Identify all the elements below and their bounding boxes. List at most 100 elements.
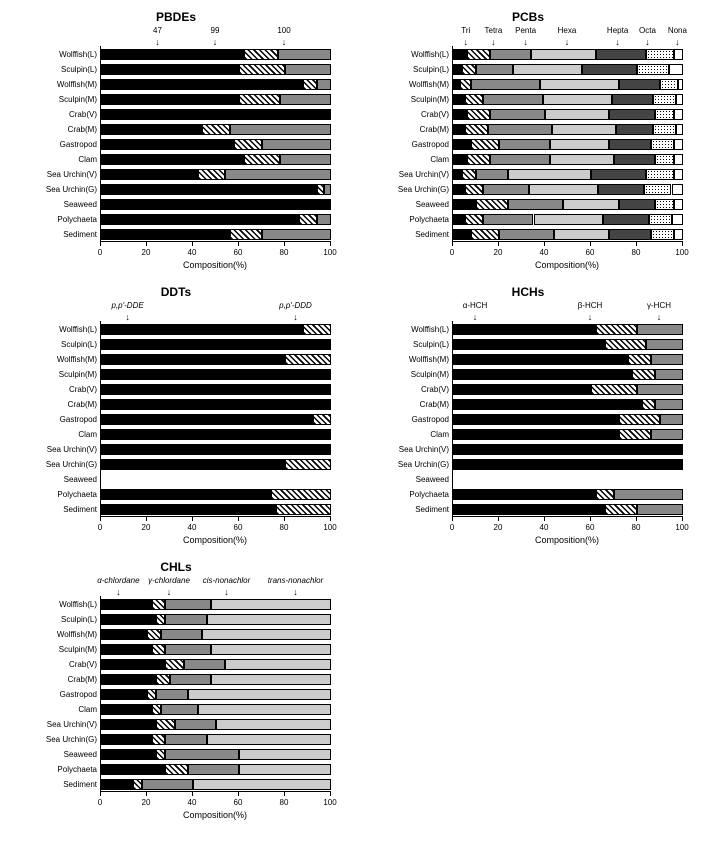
x-axis-label: Composition(%) (535, 260, 599, 270)
bar-segment (101, 399, 331, 410)
bar-segment (476, 64, 513, 75)
bar-segment (598, 184, 644, 195)
x-tick-label: 60 (234, 248, 243, 257)
bar-row: Sea Urchin(G) (101, 184, 331, 195)
y-category: Sea Urchin(V) (47, 170, 97, 179)
y-category: Seaweed (416, 475, 449, 484)
bar-segment (156, 674, 170, 685)
y-category: Gastropod (412, 140, 449, 149)
bar-row: Polychaeta (101, 764, 331, 775)
bar-segment (165, 749, 239, 760)
series-label: Hepta (607, 26, 628, 35)
bar-segment (674, 139, 683, 150)
bar-row: Crab(V) (453, 109, 683, 120)
y-category: Sea Urchin(V) (47, 720, 97, 729)
bar-row: Wolffish(L) (453, 49, 683, 60)
series-label: p,p'-DDE (111, 301, 143, 310)
bar-segment (490, 49, 531, 60)
bar-segment (313, 414, 331, 425)
y-category: Crab(M) (68, 675, 97, 684)
bar-segment (101, 184, 317, 195)
bar-segment (276, 504, 331, 515)
bar-segment (609, 109, 655, 120)
bar-segment (262, 229, 331, 240)
x-axis: 020406080100Composition(%) (100, 242, 330, 270)
bar-segment (101, 354, 285, 365)
bar-segment (262, 139, 331, 150)
x-axis-label: Composition(%) (183, 810, 247, 820)
panel-title: PBDEs (10, 10, 342, 24)
y-category: Sculpin(L) (61, 615, 97, 624)
y-category: Crab(M) (420, 400, 449, 409)
bar-segment (198, 704, 331, 715)
series-label: α-HCH (463, 301, 488, 310)
y-category: Crab(V) (421, 110, 449, 119)
bar-segment (453, 324, 596, 335)
bar-segment (101, 674, 156, 685)
bar-segment (152, 704, 161, 715)
bar-segment (554, 229, 609, 240)
bar-row: Clam (101, 704, 331, 715)
y-category: Sea Urchin(V) (399, 170, 449, 179)
bar-segment (101, 644, 152, 655)
series-label: Hexa (558, 26, 577, 35)
x-tick-label: 100 (323, 798, 336, 807)
bar-row: Seaweed (453, 199, 683, 210)
bar-row: Sediment (453, 229, 683, 240)
bar-segment (198, 169, 226, 180)
bar-segment (211, 599, 331, 610)
bar-segment (101, 229, 230, 240)
bar-segment (612, 94, 653, 105)
x-tick-label: 100 (675, 248, 688, 257)
y-category: Crab(M) (68, 125, 97, 134)
bar-segment (453, 354, 628, 365)
bar-row: Crab(M) (453, 399, 683, 410)
bar-segment (619, 414, 660, 425)
series-labels: α-chlordane↓γ-chlordane↓cis-nonachlor↓tr… (100, 576, 330, 596)
bar-segment (674, 169, 683, 180)
bar-segment (101, 384, 331, 395)
y-category: Sediment (63, 230, 97, 239)
bar-row: Sculpin(L) (453, 64, 683, 75)
panel-title: CHLs (10, 560, 342, 574)
bar-segment (453, 414, 619, 425)
bar-segment (465, 94, 483, 105)
y-category: Polychaeta (57, 215, 97, 224)
bar-segment (628, 354, 651, 365)
x-tick-label: 0 (450, 523, 454, 532)
bar-row: Sea Urchin(G) (101, 734, 331, 745)
bar-segment (674, 109, 683, 120)
bar-segment (637, 324, 683, 335)
bar-segment (170, 674, 211, 685)
bar-row: Crab(M) (101, 399, 331, 410)
y-category: Crab(V) (69, 660, 97, 669)
bar-row: Gastropod (101, 414, 331, 425)
bar-row: Wolffish(L) (101, 324, 331, 335)
bar-segment (582, 64, 637, 75)
y-category: Crab(V) (421, 385, 449, 394)
y-category: Sculpin(L) (61, 340, 97, 349)
x-tick-label: 0 (98, 523, 102, 532)
y-category: Wolffish(L) (411, 325, 449, 334)
bar-segment (453, 154, 467, 165)
bar-segment (453, 214, 465, 225)
plot-area: Wolffish(L)Sculpin(L)Wolffish(M)Sculpin(… (100, 46, 331, 242)
bar-segment (101, 659, 165, 670)
bar-segment (462, 64, 476, 75)
bar-segment (605, 504, 637, 515)
bar-segment (152, 734, 166, 745)
bar-segment (453, 384, 591, 395)
bar-segment (101, 109, 331, 120)
bar-row: Wolffish(M) (453, 79, 683, 90)
bar-segment (605, 339, 646, 350)
bar-row: Clam (453, 154, 683, 165)
bar-segment (676, 94, 683, 105)
bar-segment (317, 184, 324, 195)
bar-segment (646, 49, 674, 60)
figure-grid: PBDEs47↓99↓100↓Wolffish(L)Sculpin(L)Wolf… (10, 10, 694, 820)
bar-segment (453, 124, 465, 135)
y-category: Polychaeta (57, 765, 97, 774)
bar-segment (655, 399, 683, 410)
bar-segment (165, 644, 211, 655)
bar-segment (142, 779, 193, 790)
